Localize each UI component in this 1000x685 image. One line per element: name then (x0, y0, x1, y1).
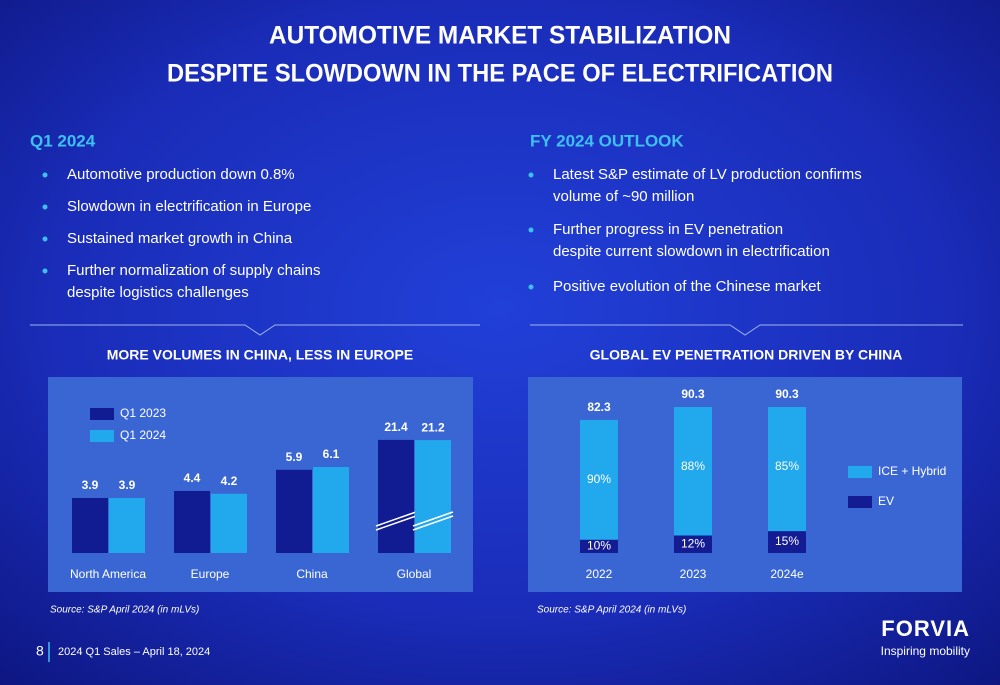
legend-label: Q1 2024 (120, 428, 166, 442)
value-label: 12% (681, 536, 705, 550)
bar (313, 466, 349, 553)
value-label: 15% (775, 534, 799, 548)
bullet-dot (42, 172, 48, 178)
value-label: 3.9 (82, 478, 99, 492)
x-tick-label: 2024e (770, 567, 804, 581)
total-label: 82.3 (587, 400, 611, 414)
brand: FORVIA (881, 616, 970, 641)
x-tick-label: 2022 (586, 567, 613, 581)
title-line: DESPITE SLOWDOWN IN THE PACE OF ELECTRIF… (167, 60, 833, 88)
x-tick-label: 2023 (680, 567, 707, 581)
value-label: 6.1 (323, 447, 340, 461)
bullet-text: despite logistics challenges (67, 284, 249, 301)
legend-swatch (90, 408, 114, 420)
legend-swatch (90, 430, 114, 442)
bar-segment (768, 407, 806, 532)
title-line: AUTOMOTIVE MARKET STABILIZATION (269, 22, 731, 50)
bar-segment (674, 407, 712, 536)
axis-break (412, 511, 454, 527)
bullet-text: Further normalization of supply chains (67, 262, 320, 279)
value-label: 90% (587, 472, 611, 486)
bar (378, 439, 414, 553)
bullet-dot (42, 236, 48, 242)
total-label: 90.3 (775, 387, 799, 401)
bullet-dot (528, 172, 534, 178)
divider (30, 324, 480, 336)
x-tick-label: North America (70, 567, 146, 581)
footer-text: 2024 Q1 Sales – April 18, 2024 (58, 646, 210, 658)
page-number: 8 (36, 643, 44, 659)
chart-source: Source: S&P April 2024 (in mLVs) (537, 605, 686, 616)
chart-source: Source: S&P April 2024 (in mLVs) (50, 605, 199, 616)
x-tick-label: Europe (191, 567, 230, 581)
bar (276, 469, 312, 553)
bullet-dot (528, 227, 534, 233)
bullet-text: Further progress in EV penetration (553, 221, 783, 238)
bar-segment (768, 531, 806, 553)
value-label: 21.4 (384, 420, 408, 434)
section-heading: Q1 2024 (30, 131, 96, 150)
x-tick-label: China (296, 567, 328, 581)
axis-break (375, 511, 417, 527)
bar (174, 490, 210, 553)
axis-break (412, 515, 454, 531)
value-label: 3.9 (119, 478, 136, 492)
bullet-text: Automotive production down 0.8% (67, 166, 295, 183)
legend-swatch (848, 496, 872, 508)
axis-break (375, 515, 417, 531)
bullet-dot (42, 268, 48, 274)
bullet-text: volume of ~90 million (553, 188, 694, 205)
value-label: 10% (587, 539, 611, 553)
bullet-text: Sustained market growth in China (67, 230, 293, 247)
bar (211, 493, 247, 553)
bullet-dot (42, 204, 48, 210)
bar (109, 498, 145, 553)
legend-label: Q1 2023 (120, 406, 166, 420)
divider (530, 324, 963, 336)
value-label: 88% (681, 459, 705, 473)
section-heading: FY 2024 OUTLOOK (530, 131, 684, 150)
bar (72, 498, 108, 553)
bar-segment (580, 419, 618, 540)
value-label: 85% (775, 459, 799, 473)
legend-label: ICE + Hybrid (878, 464, 946, 478)
bar (415, 440, 451, 553)
chart-title: GLOBAL EV PENETRATION DRIVEN BY CHINA (590, 347, 903, 363)
legend-swatch (848, 466, 872, 478)
tagline: Inspiring mobility (881, 644, 970, 658)
value-label: 21.2 (421, 420, 445, 434)
value-label: 4.2 (221, 474, 238, 488)
value-label: 5.9 (286, 450, 303, 464)
dividers (30, 324, 963, 336)
legend-label: EV (878, 494, 894, 508)
chart-title: MORE VOLUMES IN CHINA, LESS IN EUROPE (107, 347, 413, 363)
x-tick-label: Global (397, 567, 432, 581)
total-label: 90.3 (681, 387, 705, 401)
bar-segment (674, 535, 712, 553)
bullet-dot (528, 284, 534, 290)
bullet-text: Slowdown in electrification in Europe (67, 198, 311, 215)
bar-segment (580, 539, 618, 553)
bullet-text: Positive evolution of the Chinese market (553, 278, 821, 295)
bullet-text: Latest S&P estimate of LV production con… (553, 166, 862, 183)
bullet-text: despite current slowdown in electrificat… (553, 243, 830, 260)
value-label: 4.4 (184, 471, 201, 485)
